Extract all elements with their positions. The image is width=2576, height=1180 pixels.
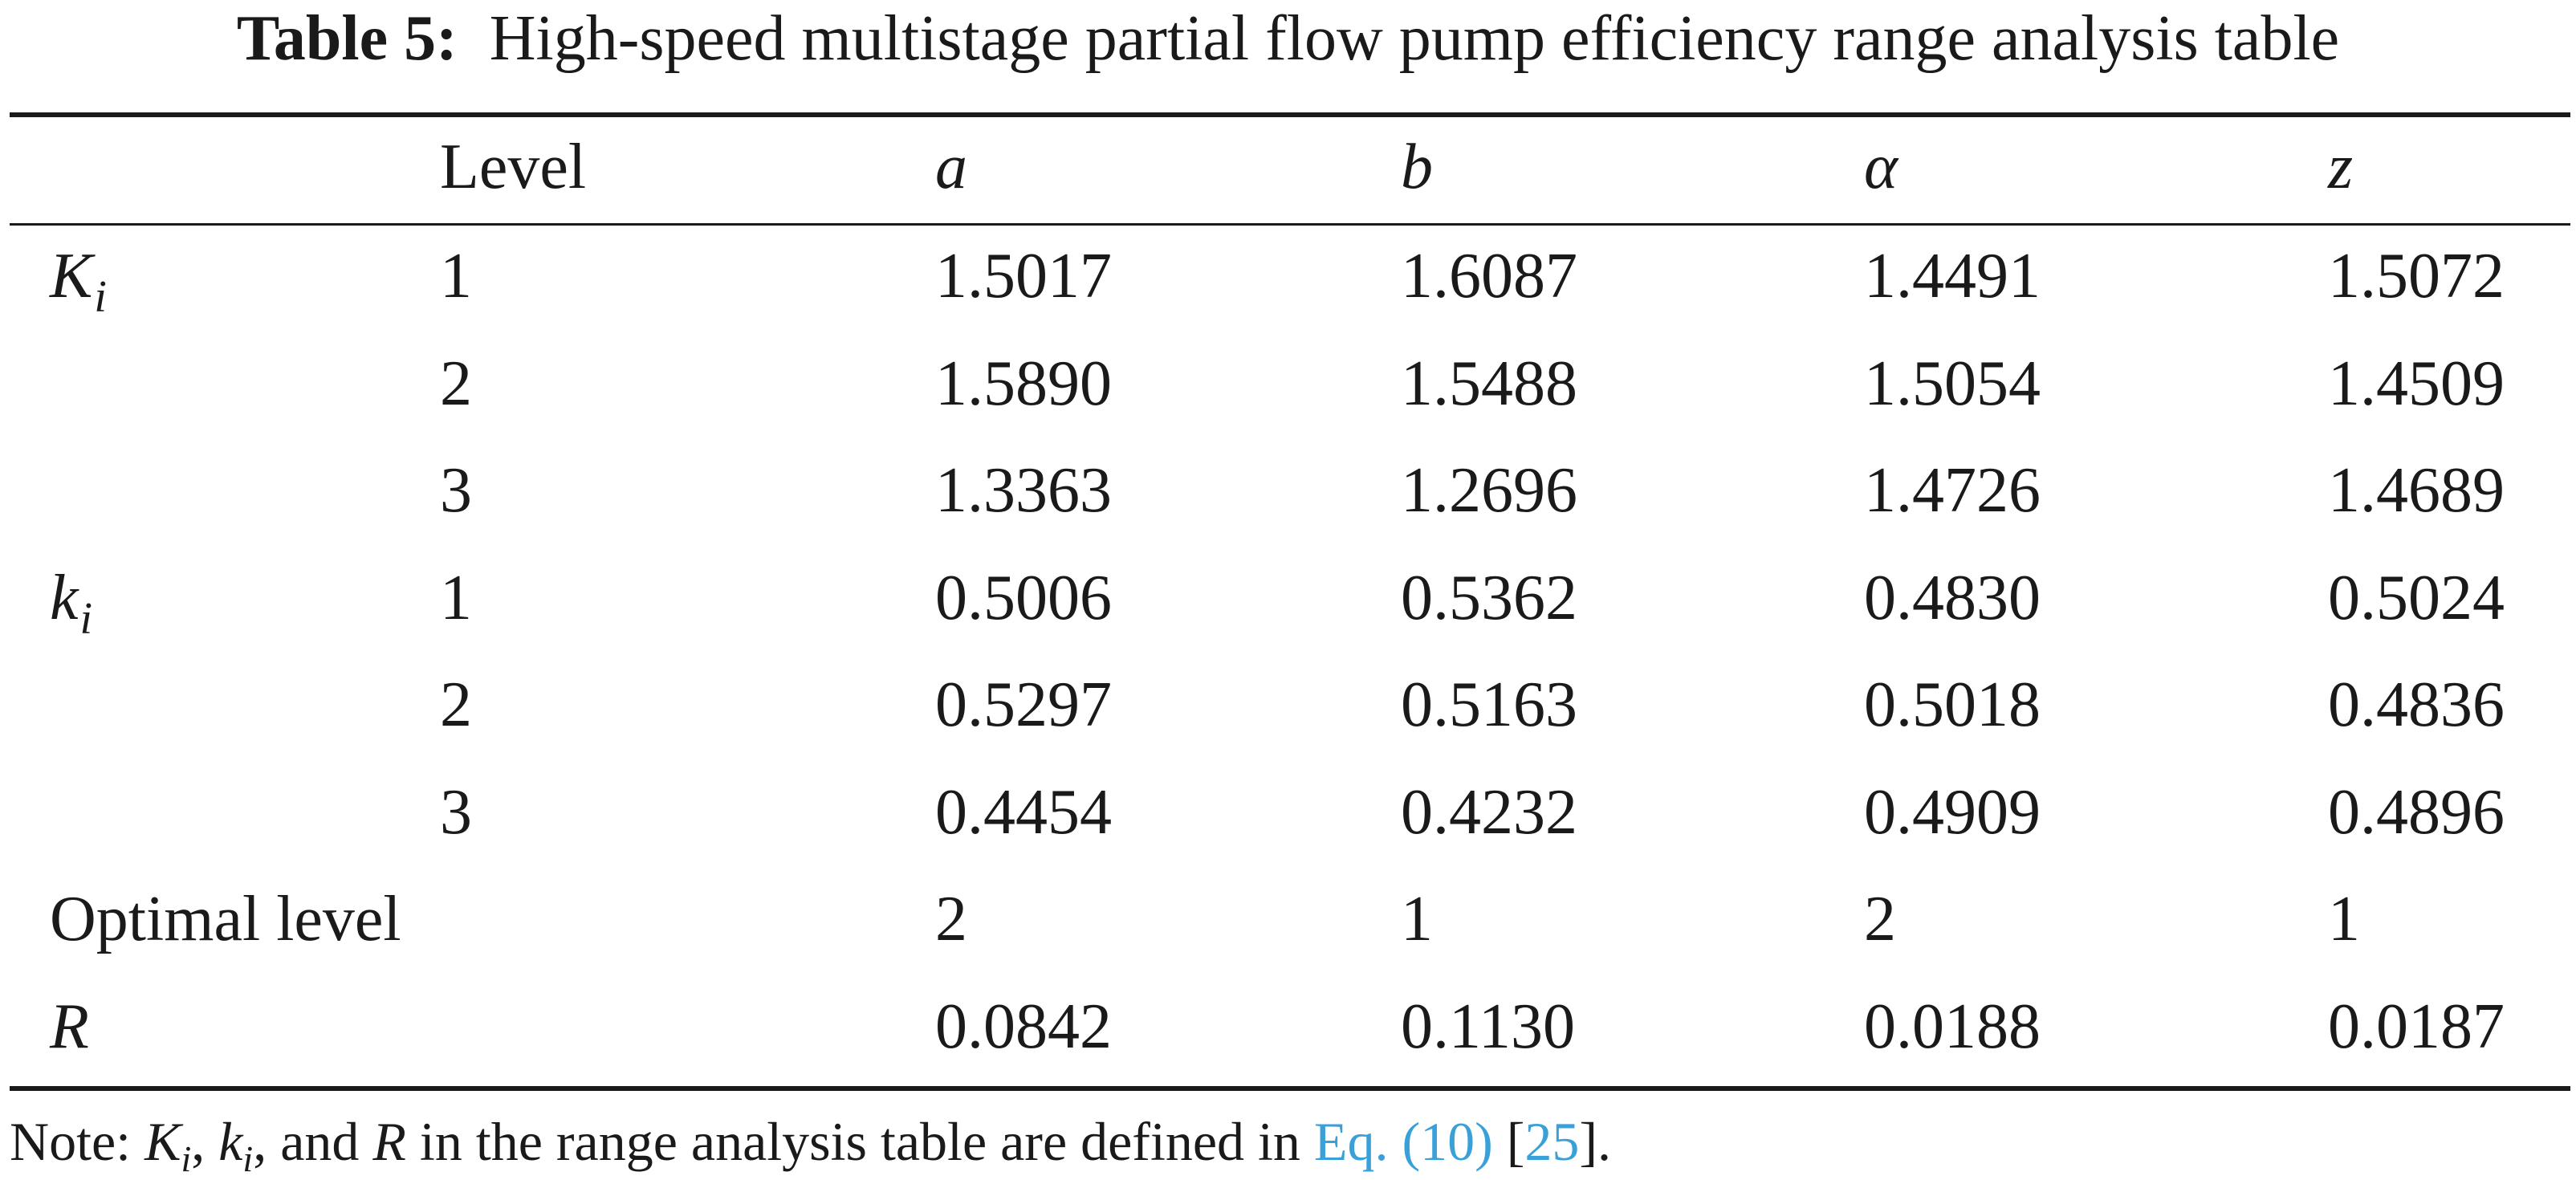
optimal-z: 1 [2328,884,2360,954]
cell-a: 1.5890 [935,348,1112,419]
range-b: 0.1130 [1401,991,1576,1062]
note-k-sub: i [242,1138,254,1179]
cell-level: 1 [440,241,472,311]
cell-alpha: 0.4909 [1864,777,2041,848]
header-alpha: α [1864,132,1898,202]
range-alpha: 0.0188 [1864,991,2041,1062]
note-R: R [372,1111,406,1172]
header-b: b [1401,132,1433,202]
cell-level: 3 [440,455,472,526]
cell-level: 1 [440,563,472,633]
cell-z: 1.5072 [2328,241,2505,311]
group-symbol: k [50,563,79,633]
cell-level: 3 [440,777,472,848]
range-z: 0.0187 [2328,991,2505,1062]
cell-alpha: 1.5054 [1864,348,2041,419]
row-group-label: ki [50,561,93,644]
cell-b: 1.2696 [1401,455,1577,526]
note-prefix: Note: [10,1111,145,1172]
note-sep2: , and [253,1111,373,1172]
note-K-sub: i [181,1138,192,1179]
note-middle: in the range analysis table are defined … [405,1111,1314,1172]
cell-a: 1.5017 [935,241,1112,311]
table-number-label: Table 5: [236,3,458,74]
row-group-label: Ki [50,239,107,322]
cell-b: 1.6087 [1401,241,1577,311]
cell-z: 0.5024 [2328,563,2505,633]
cell-alpha: 0.5018 [1864,669,2041,740]
cell-alpha: 1.4491 [1864,241,2041,311]
table-title: High-speed multistage partial flow pump … [489,3,2340,74]
group-subscript: i [94,272,107,322]
cell-a: 1.3363 [935,455,1112,526]
cell-z: 1.4689 [2328,455,2505,526]
note-K: K [144,1111,181,1172]
table-note: Note: Ki, ki, and R in the range analysi… [10,1109,1611,1180]
cell-z: 1.4509 [2328,348,2505,419]
header-z: z [2328,132,2354,202]
optimal-alpha: 2 [1864,884,1896,954]
cell-b: 0.5362 [1401,563,1577,633]
optimal-a: 2 [935,884,967,954]
header-rule [10,223,2570,226]
note-sep1: , [191,1111,219,1172]
cell-b: 0.5163 [1401,669,1577,740]
equation-link[interactable]: Eq. (10) [1313,1111,1493,1172]
note-k: k [218,1111,243,1172]
header-level: Level [440,132,587,202]
cell-a: 0.5297 [935,669,1112,740]
group-subscript: i [79,594,93,644]
cell-level: 2 [440,348,472,419]
cell-alpha: 1.4726 [1864,455,2041,526]
range-a: 0.0842 [935,991,1112,1062]
note-end: ]. [1579,1111,1612,1172]
table-caption: Table 5: High-speed multistage partial f… [0,2,2576,75]
cell-a: 0.4454 [935,777,1112,848]
optimal-level-label: Optimal level [50,884,401,954]
optimal-b: 1 [1401,884,1433,954]
cell-level: 2 [440,669,472,740]
cell-a: 0.5006 [935,563,1112,633]
note-bracket-open: [ [1492,1111,1525,1172]
header-a: a [935,132,967,202]
cell-z: 0.4836 [2328,669,2505,740]
bottom-rule [10,1086,2570,1091]
group-symbol: K [50,241,93,311]
cell-z: 0.4896 [2328,777,2505,848]
cell-b: 1.5488 [1401,348,1577,419]
top-rule [10,112,2570,117]
range-label: R [50,991,89,1062]
cell-b: 0.4232 [1401,777,1577,848]
cell-alpha: 0.4830 [1864,563,2041,633]
reference-link[interactable]: 25 [1524,1111,1580,1172]
